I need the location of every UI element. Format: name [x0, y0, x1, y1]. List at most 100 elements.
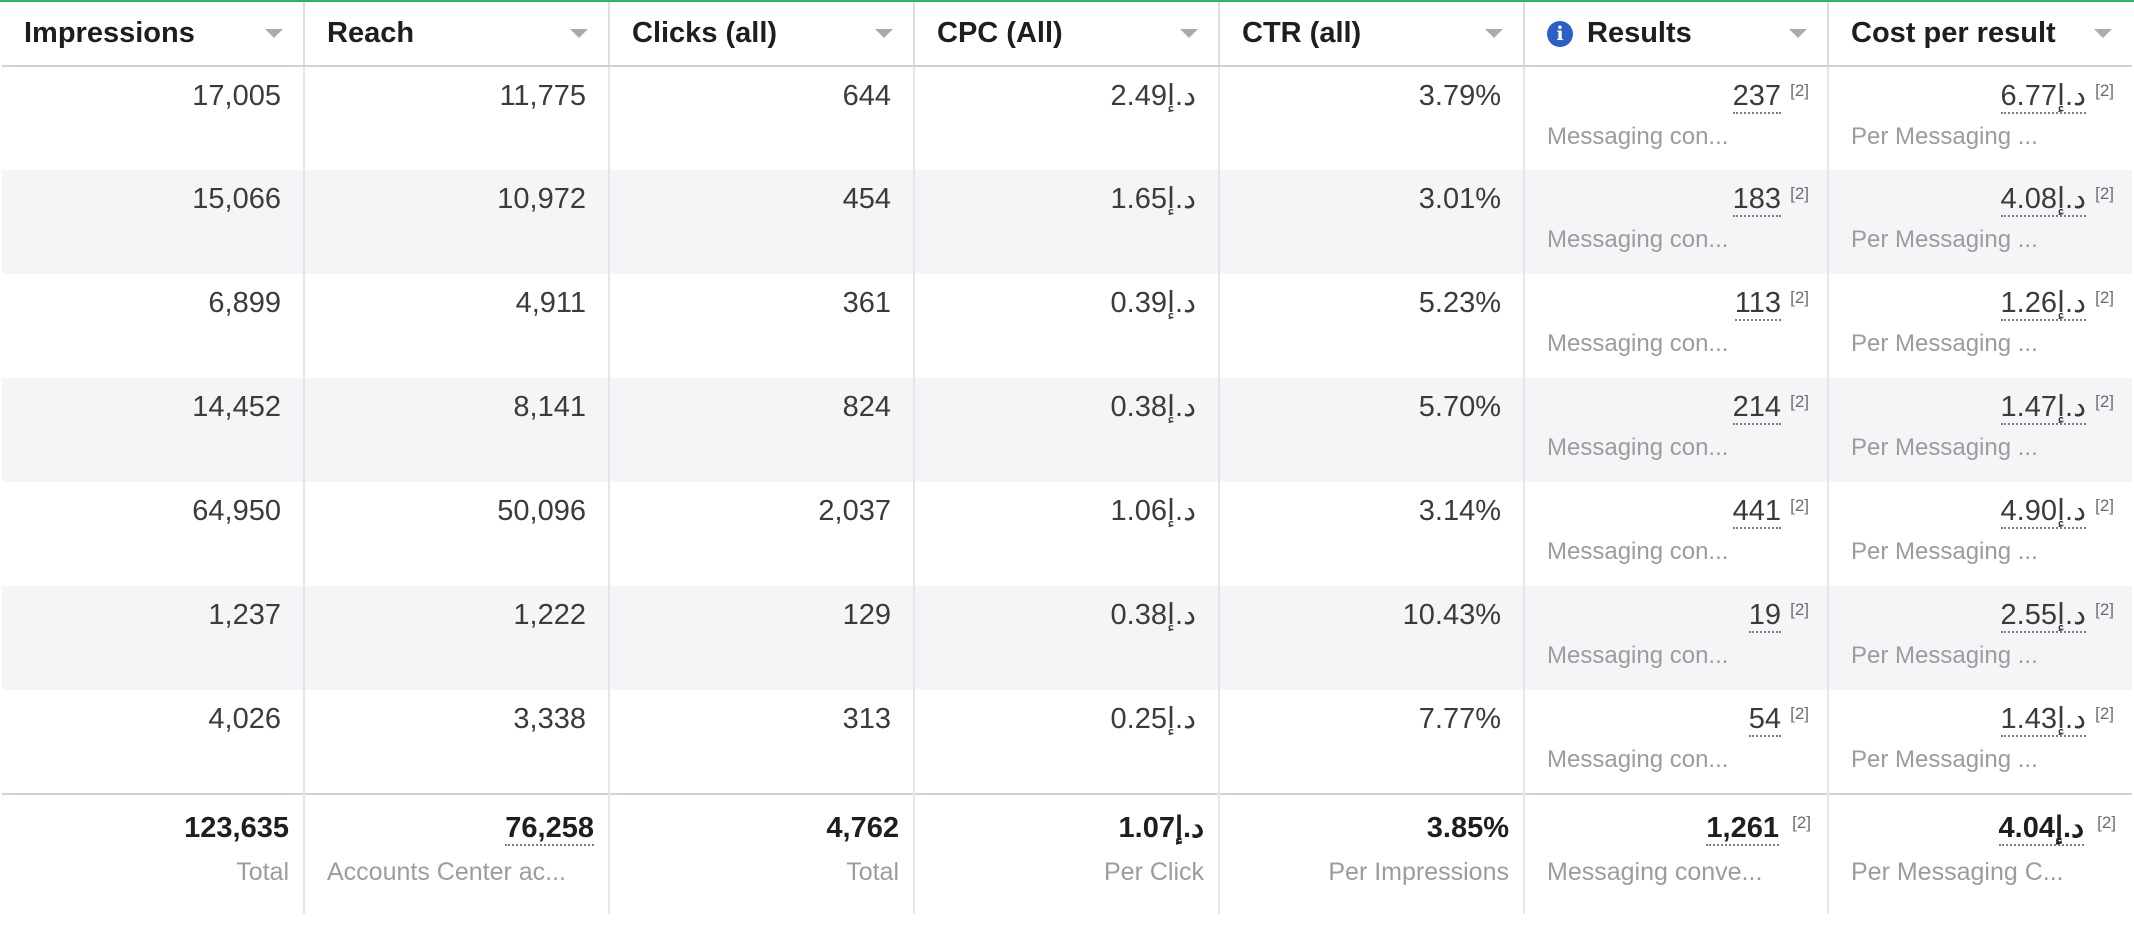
column-header-cost-per-result[interactable]: Cost per result: [1828, 2, 2132, 67]
currency-symbol: د.إ: [2056, 80, 2086, 112]
total-results-value[interactable]: 1,261: [1706, 812, 1779, 846]
total-cost-value[interactable]: 4.04: [1998, 812, 2055, 844]
column-header-ctr[interactable]: CTR (all): [1219, 2, 1525, 67]
column-label: Cost per result: [1851, 17, 2056, 49]
impressions-cell: 4,026: [2, 690, 305, 794]
total-cpc-value: 1.07: [1118, 812, 1175, 844]
total-cpc-cell: 1.07د.إ Per Click: [914, 793, 1220, 914]
total-reach-value[interactable]: 76,258: [505, 812, 594, 846]
footnote-badge[interactable]: [2]: [2095, 704, 2114, 723]
cpc-cell: 0.25د.إ: [914, 690, 1220, 794]
total-clicks-value: 4,762: [826, 812, 899, 844]
table-row[interactable]: 1,237 1,222 129 0.38د.إ 10.43% 19 [2] Messaging…: [2, 586, 2132, 690]
cpc-value: 0.39: [1110, 287, 1167, 319]
cost-value[interactable]: 1.47: [2000, 391, 2057, 423]
currency-symbol: د.إ: [2056, 703, 2086, 735]
results-value[interactable]: 183: [1732, 183, 1781, 217]
cost-value[interactable]: 1.26: [2000, 287, 2057, 319]
column-header-impressions[interactable]: Impressions: [2, 2, 305, 67]
footnote-badge[interactable]: [2]: [1790, 600, 1809, 619]
results-value[interactable]: 54: [1748, 703, 1781, 737]
ctr-value: 10.43%: [1402, 599, 1501, 631]
clicks-cell: 129: [609, 586, 915, 690]
column-header-reach[interactable]: Reach: [304, 2, 610, 67]
footnote-badge[interactable]: [2]: [2095, 184, 2114, 203]
results-label: Messaging con...: [1547, 538, 1729, 565]
footnote-badge[interactable]: [2]: [2097, 813, 2116, 832]
column-label: Reach: [327, 17, 415, 49]
currency-symbol: د.إ: [2056, 391, 2086, 423]
column-header-cpc[interactable]: CPC (All): [914, 2, 1220, 67]
ctr-value: 3.79%: [1418, 80, 1501, 112]
cost-label: Per Messaging ...: [1851, 434, 2038, 461]
clicks-value: 2,037: [818, 495, 891, 527]
currency-symbol: د.إ: [2056, 495, 2086, 527]
total-impressions-label: Total: [236, 858, 289, 886]
ctr-cell: 7.77%: [1219, 690, 1525, 794]
results-label: Messaging con...: [1547, 226, 1729, 253]
impressions-cell: 15,066: [2, 170, 305, 274]
cpc-cell: 0.38د.إ: [914, 378, 1220, 482]
sort-dropdown-icon[interactable]: [875, 29, 893, 38]
impressions-cell: 17,005: [2, 66, 305, 170]
impressions-value: 15,066: [192, 183, 281, 215]
footnote-badge[interactable]: [2]: [1790, 184, 1809, 203]
results-cell: 441 [2] Messaging con...: [1524, 482, 1829, 586]
ctr-cell: 5.23%: [1219, 274, 1525, 378]
footnote-badge[interactable]: [2]: [2095, 496, 2114, 515]
results-value[interactable]: 214: [1732, 391, 1781, 425]
reach-cell: 8,141: [304, 378, 610, 482]
info-icon[interactable]: i: [1547, 20, 1573, 47]
sort-dropdown-icon[interactable]: [265, 29, 283, 38]
sort-dropdown-icon[interactable]: [2094, 29, 2112, 38]
footnote-badge[interactable]: [2]: [1790, 288, 1809, 307]
footnote-badge[interactable]: [2]: [1790, 704, 1809, 723]
clicks-cell: 361: [609, 274, 915, 378]
currency-symbol: د.إ: [2056, 287, 2086, 319]
column-label: CPC (All): [937, 17, 1063, 49]
footnote-badge[interactable]: [2]: [1790, 496, 1809, 515]
column-header-results[interactable]: i Results: [1524, 2, 1829, 67]
table-row[interactable]: 14,452 8,141 824 0.38د.إ 5.70% 214 [2] Messagin…: [2, 378, 2132, 482]
table-row[interactable]: 17,005 11,775 644 2.49د.إ 3.79% 237 [2] Messagi…: [2, 66, 2132, 170]
table-row[interactable]: 6,899 4,911 361 0.39د.إ 5.23% 113 [2] Messaging…: [2, 274, 2132, 378]
footnote-badge[interactable]: [2]: [1790, 392, 1809, 411]
cost-value[interactable]: 2.55: [2000, 599, 2057, 631]
table-row[interactable]: 64,950 50,096 2,037 1.06د.إ 3.14% 441 [2] Messa…: [2, 482, 2132, 586]
footnote-badge[interactable]: [2]: [2095, 600, 2114, 619]
reach-cell: 50,096: [304, 482, 610, 586]
footnote-badge[interactable]: [2]: [2095, 392, 2114, 411]
impressions-value: 6,899: [208, 287, 281, 319]
column-header-clicks[interactable]: Clicks (all): [609, 2, 915, 67]
cost-value[interactable]: 4.08: [2000, 183, 2057, 215]
column-label: Impressions: [24, 17, 195, 49]
results-cell: 183 [2] Messaging con...: [1524, 170, 1829, 274]
sort-dropdown-icon[interactable]: [1789, 29, 1807, 38]
cost-value[interactable]: 6.77: [2000, 80, 2057, 112]
table-row[interactable]: 15,066 10,972 454 1.65د.إ 3.01% 183 [2] Messagi…: [2, 170, 2132, 274]
results-value[interactable]: 19: [1748, 599, 1781, 633]
cost-label: Per Messaging ...: [1851, 330, 2038, 357]
cost-value[interactable]: 1.43: [2000, 703, 2057, 735]
table-row[interactable]: 4,026 3,338 313 0.25د.إ 7.77% 54 [2] Messaging …: [2, 690, 2132, 794]
footnote-badge[interactable]: [2]: [2095, 288, 2114, 307]
clicks-cell: 313: [609, 690, 915, 794]
currency-symbol: د.إ: [1166, 80, 1196, 112]
results-value[interactable]: 113: [1734, 287, 1781, 321]
cost-label: Per Messaging ...: [1851, 123, 2038, 150]
clicks-value: 129: [842, 599, 891, 631]
cpc-value: 0.38: [1110, 391, 1167, 423]
sort-dropdown-icon[interactable]: [570, 29, 588, 38]
sort-dropdown-icon[interactable]: [1485, 29, 1503, 38]
results-value[interactable]: 237: [1732, 80, 1781, 114]
footnote-badge[interactable]: [2]: [2095, 81, 2114, 100]
total-cpc-label: Per Click: [1103, 858, 1204, 886]
results-value[interactable]: 441: [1732, 495, 1781, 529]
ctr-value: 3.14%: [1418, 495, 1501, 527]
cost-value[interactable]: 4.90: [2000, 495, 2057, 527]
footnote-badge[interactable]: [2]: [1790, 81, 1809, 100]
sort-dropdown-icon[interactable]: [1180, 29, 1198, 38]
footnote-badge[interactable]: [2]: [1792, 813, 1811, 832]
results-label: Messaging con...: [1547, 330, 1729, 357]
